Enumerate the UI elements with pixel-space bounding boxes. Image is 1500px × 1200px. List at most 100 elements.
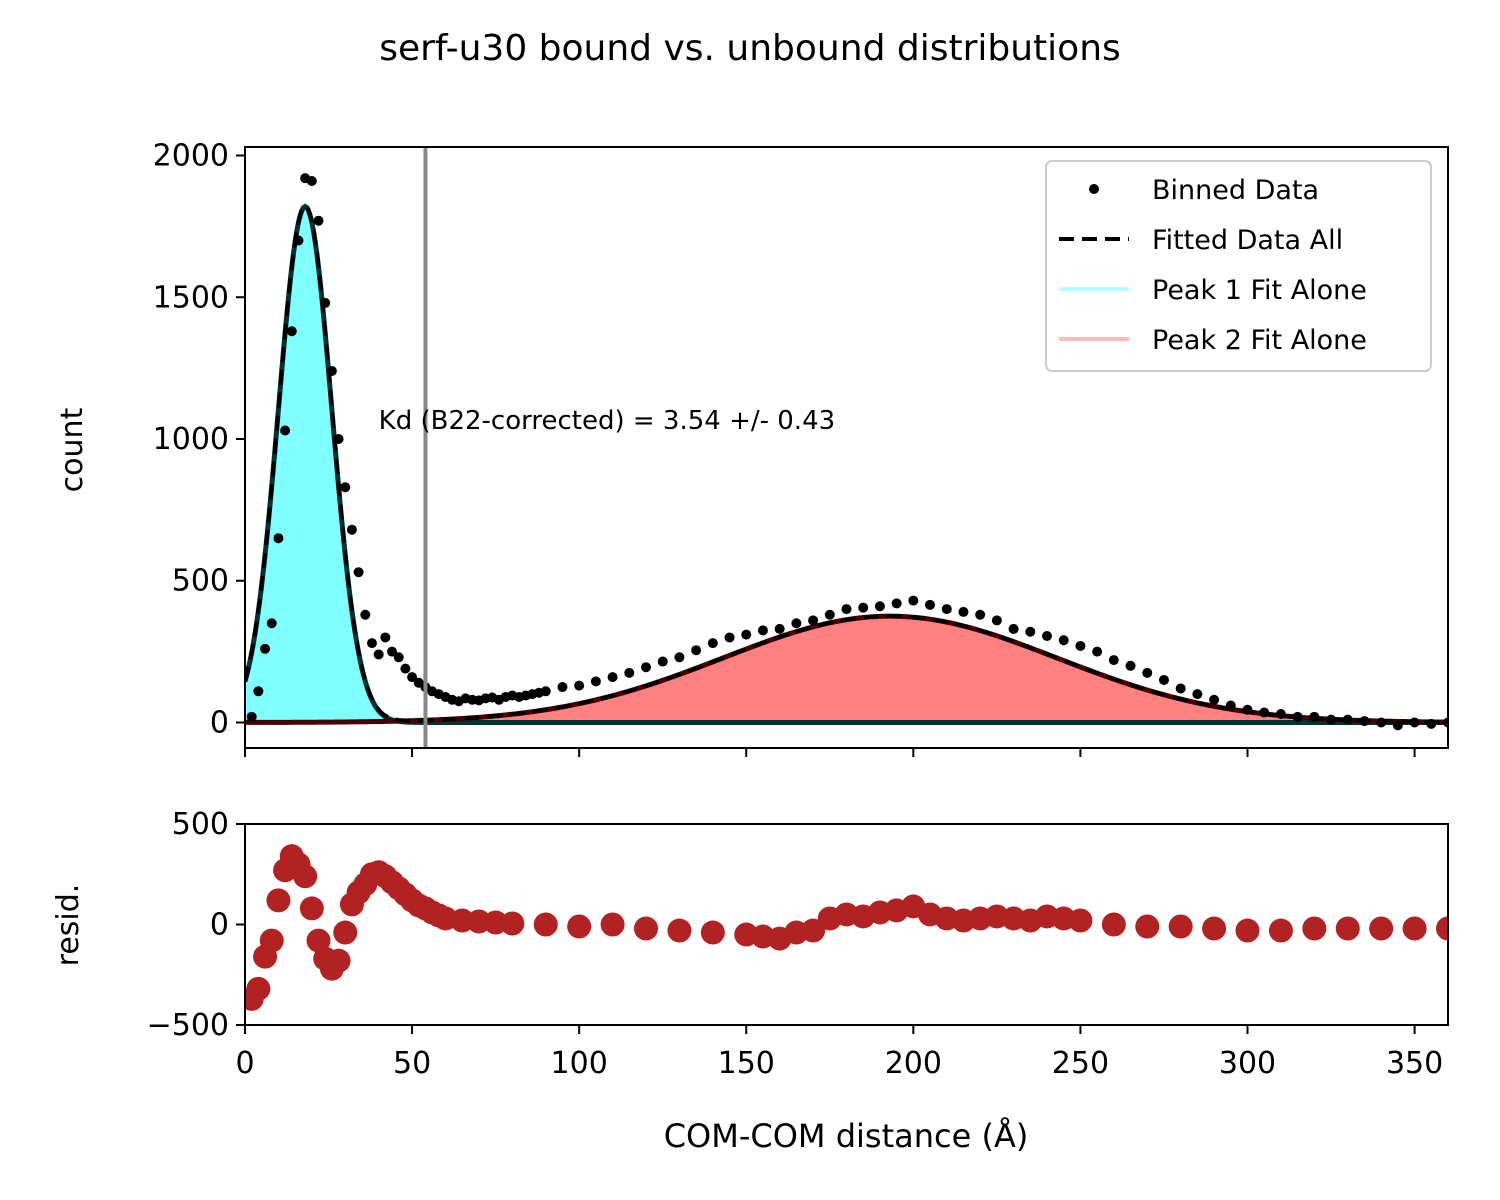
binned-data-point	[266, 618, 277, 629]
residual-point	[1135, 914, 1160, 939]
binned-data-point	[1175, 683, 1186, 694]
residual-point	[1302, 916, 1327, 941]
binned-data-point	[333, 434, 344, 444]
binned-data-point	[941, 604, 952, 615]
binned-data-point	[1025, 626, 1036, 637]
legend-label-peak-1: Peak 1 Fit Alone	[1152, 275, 1367, 306]
binned-data-point	[1008, 623, 1019, 634]
binned-data-point	[360, 609, 371, 620]
residual-point	[1436, 916, 1448, 941]
peak-2-fill-area	[245, 616, 1448, 723]
residual-point	[500, 911, 525, 936]
main-plot-frame	[244, 146, 1449, 749]
binned-data-point	[407, 672, 418, 683]
residual-y-tick-label: 0	[210, 908, 229, 943]
binned-data-point	[891, 598, 902, 609]
binned-data-point	[674, 652, 685, 663]
binned-data-point	[858, 602, 869, 613]
binned-data-point	[1225, 700, 1236, 711]
x-tick-label: 50	[393, 1046, 431, 1081]
binned-data-point	[1292, 711, 1303, 722]
binned-data-point	[320, 297, 331, 308]
binned-data-point	[280, 425, 291, 436]
binned-data-point	[286, 326, 297, 337]
binned-data-point	[273, 533, 284, 544]
binned-data-point	[657, 656, 668, 667]
residual-point	[1235, 918, 1260, 943]
residual-point	[1402, 916, 1427, 941]
residual-point	[1168, 914, 1193, 939]
residual-y-tick-label: −500	[147, 1008, 229, 1043]
x-tick-label: 250	[1052, 1046, 1109, 1081]
binned-data-point	[540, 686, 551, 697]
binned-data-point	[260, 643, 271, 654]
binned-data-point	[1158, 674, 1169, 685]
main-y-tick-label: 500	[172, 564, 229, 599]
binned-data-point	[373, 649, 384, 660]
legend: Binned Data Fitted Data All Peak 1 Fit A…	[1045, 160, 1432, 372]
residual-point	[1202, 916, 1227, 941]
legend-label-fitted-data-all: Fitted Data All	[1152, 225, 1343, 256]
residual-point	[333, 920, 358, 945]
main-y-tick-label: 0	[210, 705, 229, 740]
residual-point	[259, 928, 284, 953]
legend-item-binned-data: Binned Data	[1089, 175, 1319, 206]
residual-point	[801, 918, 826, 943]
binned-data-point	[340, 482, 351, 493]
binned-data-point	[908, 595, 919, 606]
binned-data-point	[757, 625, 768, 636]
x-tick-label: 150	[718, 1046, 775, 1081]
residual-point	[667, 918, 692, 943]
x-tick-label: 100	[551, 1046, 608, 1081]
residual-point	[1101, 912, 1126, 937]
residual-point	[567, 914, 592, 939]
kd-annotation: Kd (B22-corrected) = 3.54 +/- 0.43	[379, 406, 835, 436]
residual-point	[600, 912, 625, 937]
binned-data-point	[1142, 667, 1153, 678]
binned-data-point	[1042, 631, 1052, 642]
legend-label-binned-data: Binned Data	[1152, 175, 1319, 206]
binned-data-point	[306, 176, 317, 187]
binned-data-point	[874, 601, 885, 612]
residual-point	[246, 976, 271, 1001]
legend-marker-binned-data	[1089, 184, 1099, 194]
binned-data-point	[624, 667, 635, 678]
binned-data-point	[1376, 717, 1387, 728]
residual-point	[1369, 916, 1394, 941]
binned-data-point	[1409, 717, 1420, 728]
binned-data-point	[1092, 646, 1103, 657]
binned-data-point	[991, 615, 1002, 626]
main-plot-panel: 0 500 1000 1500 2000 count Kd (B22-corrected…	[55, 139, 1449, 757]
binned-data-point	[1259, 707, 1270, 718]
binned-data-point	[607, 672, 618, 683]
residual-point	[533, 912, 558, 937]
binned-data-point	[293, 235, 304, 246]
binned-data-point	[1209, 694, 1220, 705]
binned-data-point	[1359, 716, 1370, 727]
binned-data-point	[326, 365, 337, 376]
x-axis-label: COM-COM distance (Å)	[664, 1117, 1029, 1155]
binned-data-point	[791, 618, 802, 629]
binned-data-point	[808, 615, 819, 626]
binned-data-point	[1443, 717, 1448, 728]
legend-box	[1045, 160, 1432, 372]
binned-data-point	[1125, 660, 1136, 671]
binned-data-point	[741, 629, 752, 640]
binned-data-point	[346, 524, 357, 535]
binned-data-point	[1326, 714, 1337, 725]
legend-item-fitted-data-all: Fitted Data All	[1059, 225, 1343, 256]
residual-point	[293, 864, 318, 889]
binned-data-point	[1309, 711, 1320, 722]
binned-data-point	[380, 632, 391, 643]
binned-data-point	[925, 599, 936, 610]
binned-data-point	[841, 604, 852, 615]
binned-data-point	[1275, 708, 1286, 719]
binned-data-point	[1342, 714, 1353, 725]
binned-data-point	[724, 632, 735, 643]
legend-item-peak-2: Peak 2 Fit Alone	[1059, 325, 1367, 356]
binned-data-point	[707, 638, 718, 649]
binned-data-point	[557, 682, 568, 693]
x-tick-label: 350	[1386, 1046, 1443, 1081]
